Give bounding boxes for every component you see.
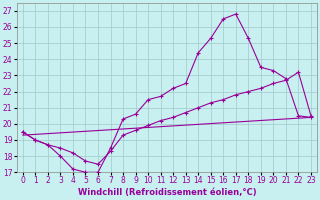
X-axis label: Windchill (Refroidissement éolien,°C): Windchill (Refroidissement éolien,°C) [77,188,256,197]
